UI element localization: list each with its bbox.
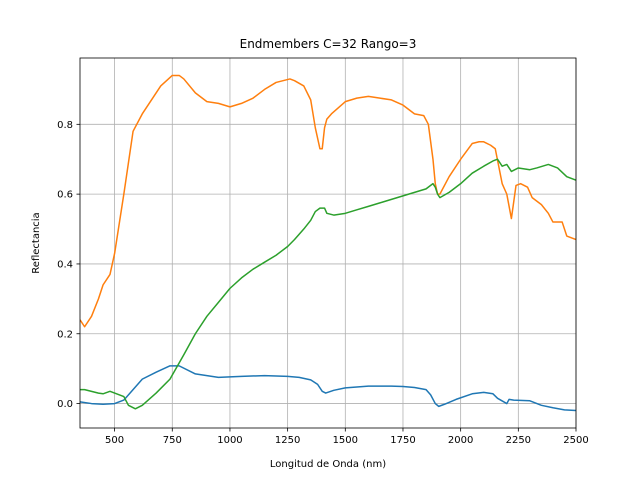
series-layer [80, 74, 576, 412]
x-tick-label: 1250 [275, 435, 300, 446]
x-tick-label: 500 [105, 435, 124, 446]
series-line-2 [80, 74, 576, 328]
x-tick-label: 2500 [563, 435, 588, 446]
x-axis-label: Longitud de Onda (nm) [270, 459, 386, 470]
y-axis: 0.0 0.2 0.4 0.6 0.8 [57, 120, 80, 410]
series-line-3 [80, 158, 576, 410]
x-tick-label: 1000 [217, 435, 242, 446]
x-tick-label: 750 [163, 435, 182, 446]
plot-area [80, 58, 576, 428]
grid [80, 58, 577, 428]
y-tick-label: 0.6 [57, 190, 73, 201]
x-tick-label: 1500 [333, 435, 358, 446]
y-tick-label: 0.2 [57, 329, 73, 340]
series-line-1 [80, 365, 576, 412]
plot-frame [79, 57, 577, 429]
y-tick-label: 0.8 [57, 120, 73, 131]
y-tick-label: 0.0 [57, 399, 73, 410]
x-tick-label: 1750 [390, 435, 415, 446]
y-tick-label: 0.4 [57, 259, 73, 270]
x-axis: 500 750 1000 1250 1500 1750 2000 2250 2500 [105, 428, 589, 446]
y-axis-label: Reflectancia [31, 212, 42, 273]
x-tick-label: 2000 [448, 435, 473, 446]
chart-title: Endmembers C=32 Rango=3 [240, 37, 417, 51]
x-tick-label: 2250 [506, 435, 531, 446]
